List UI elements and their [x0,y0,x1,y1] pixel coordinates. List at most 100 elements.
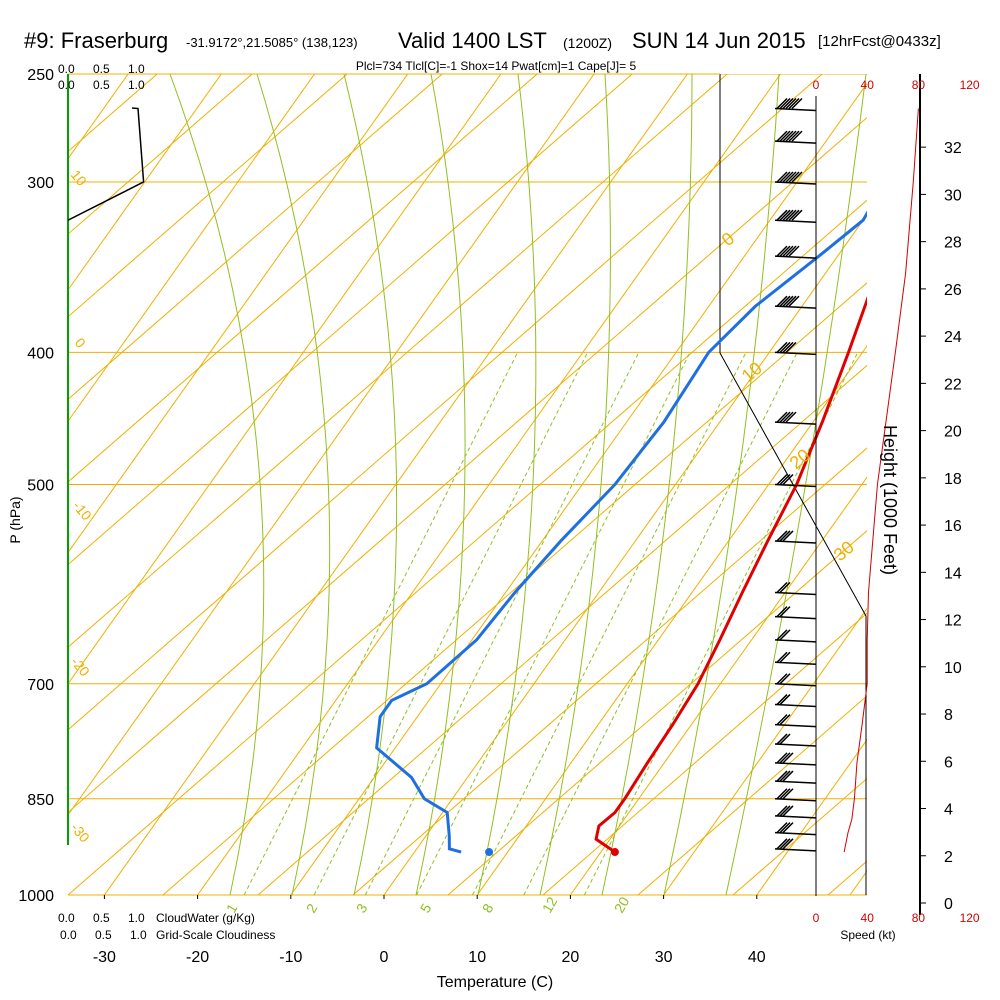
temperature-tick-label: 0 [380,949,389,966]
wind-barb [774,805,817,819]
height-tick-label: 0 [944,896,953,913]
height-tick-label: 18 [944,471,962,488]
height-tick-label: 32 [944,140,962,157]
isotherm-line [103,74,688,896]
height-tick-label: 14 [944,565,962,582]
temperature-tick-label: -20 [186,949,209,966]
utc-time: (1200Z) [563,35,613,51]
dry-adiabat-line [68,74,253,235]
height-tick-label: 12 [944,613,962,630]
dry-adiabat-line [68,74,348,318]
dry-adiabat-line [637,695,867,896]
cloudiness-scale-top-0: 0.0 [58,78,75,92]
dry-adiabat-line [68,199,867,896]
isotherm-line [569,476,867,896]
wind-speed-profile [843,108,919,853]
height-tick-label: 6 [944,754,953,771]
pressure-tick-label: 700 [27,677,54,694]
wind-barb [774,651,817,665]
isotherm-line [197,74,781,896]
wind-barb [774,97,817,112]
wind-barb [774,788,817,802]
pressure-tick-label: 1000 [18,888,54,905]
isotherm-line [68,74,315,423]
chart-axes: 1 2 3 5 8 12 20100-10-20-300102030250300400500… [18,67,961,966]
wind-barb [774,714,817,728]
speed-axis-title: Speed (kt) [840,928,895,942]
cloud-water-label: CloudWater (g/Kg) [156,911,255,925]
surface-temperature-dot [610,848,619,857]
dry-adiabat-label: 0 [72,335,89,351]
pressure-tick-label: 250 [27,67,54,84]
isotherm-line [756,738,867,896]
moist-adiabat-label: 30 [830,537,858,565]
height-tick-label: 8 [944,707,953,724]
temperature-tick-label: -10 [279,949,302,966]
dry-adiabat-line [352,447,867,896]
cloud-scale-bottom-0: 0.0 [58,911,75,925]
wind-barb [774,295,817,309]
temperature-profile [594,295,867,854]
height-tick-label: 26 [944,282,962,299]
height-tick-label: 22 [944,376,962,393]
dry-adiabat-label: -30 [68,820,93,846]
wind-barbs [774,97,817,852]
cloudiness-label: Grid-Scale Cloudiness [156,928,275,942]
dry-adiabat-line [542,612,867,896]
height-tick-label: 30 [944,187,962,204]
wind-barb [774,473,817,488]
dry-adiabat-line [68,116,867,814]
wind-barb [774,770,817,784]
speed-tick-label-bottom: 40 [861,911,875,925]
wind-barb [774,838,817,852]
mixing-ratio-line [243,352,519,896]
mixing-ratio-label: 3 [353,901,371,916]
pressure-tick-label: 300 [27,175,54,192]
moist-adiabat-line [601,74,693,896]
speed-tick-label-top: 0 [813,78,820,92]
valid-time: Valid 1400 LST [398,28,547,53]
mixing-ratio-label: 5 [417,901,435,916]
moist-adiabat-line [539,74,611,896]
dry-adiabat-label: -20 [68,654,93,680]
mixing-ratio-line [313,352,588,896]
height-tick-label: 20 [944,424,962,441]
temperature-tick-label: 30 [655,949,673,966]
wind-barb [774,629,817,643]
mixing-ratio-line [364,352,640,896]
cloud-scale-bottom-1: 0.5 [93,911,110,925]
wind-barb [774,673,817,687]
surface-dewpoint-dot [485,848,494,857]
cloudiness-profile [68,107,145,222]
temperature-tick-label: 40 [748,949,766,966]
temperature-tick-label: -30 [93,949,116,966]
x-axis-title: Temperature (C) [437,974,553,991]
wind-barb [774,752,817,766]
chart-labels: Plcl=734 Tlcl[C]=-1 Shox=14 Pwat[cm]=1 C… [7,59,900,991]
speed-tick-label-bottom: 80 [912,911,926,925]
height-tick-label: 10 [944,660,962,677]
isotherm-line [68,74,409,554]
cloud-scale-top-1: 0.5 [93,62,110,76]
dewpoint-profile [375,210,867,854]
speed-tick-label-top: 40 [861,78,875,92]
stability-indices: Plcl=734 Tlcl[C]=-1 Shox=14 Pwat[cm]=1 C… [356,59,637,73]
moist-adiabat-line [415,74,466,896]
dry-adiabat-line [257,364,867,896]
height-tick-label: 2 [944,849,953,866]
wind-barb [774,411,817,425]
cloud-scale-top-2: 1.0 [128,62,145,76]
moist-adiabat-line [169,74,265,896]
sounding-profiles [68,107,867,857]
forecast-date: SUN 14 Jun 2015 [632,28,806,53]
pressure-tick-label: 400 [27,345,54,362]
isotherm-line [849,870,867,896]
cloudiness-scale-top-2: 1.0 [128,78,145,92]
moist-adiabat-label: 0 [718,228,739,250]
isotherm-line [68,74,595,816]
station-title: #9: Fraserburg [24,28,169,53]
isotherm-line [476,345,867,896]
cloudiness-scale-top-1: 0.5 [93,78,110,92]
dry-adiabat-line [68,74,823,731]
isotherm-line [68,74,502,685]
